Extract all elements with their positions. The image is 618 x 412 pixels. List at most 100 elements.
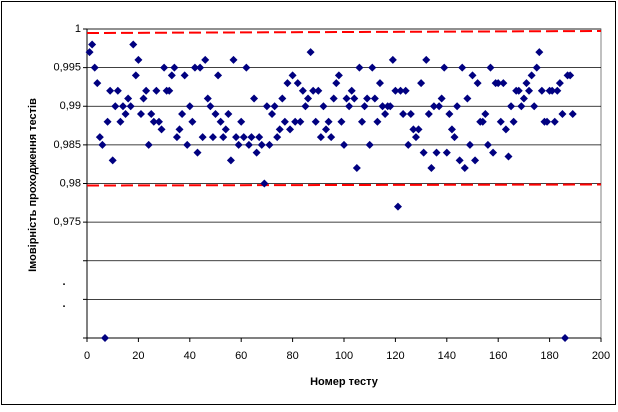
point (396, 86, 405, 95)
point (553, 86, 562, 95)
point (340, 140, 348, 149)
point (481, 109, 490, 118)
point (260, 179, 269, 188)
point (388, 55, 397, 64)
point (460, 164, 469, 173)
point (422, 55, 431, 64)
point (471, 156, 480, 165)
point (113, 86, 122, 95)
point (88, 40, 97, 49)
point (250, 94, 259, 103)
point (494, 79, 503, 88)
point (252, 148, 261, 157)
point (108, 156, 117, 165)
point (350, 94, 359, 103)
point (298, 86, 307, 95)
point (414, 125, 423, 134)
point (219, 133, 228, 142)
point (566, 71, 575, 80)
point (98, 140, 107, 149)
point (286, 125, 295, 134)
point (435, 102, 444, 111)
point (550, 117, 559, 126)
point (304, 94, 313, 103)
point (175, 125, 184, 134)
point (378, 102, 387, 111)
point (278, 94, 287, 103)
point (342, 94, 351, 103)
point (183, 140, 192, 149)
point (368, 63, 377, 72)
point (198, 133, 207, 142)
point (229, 55, 238, 64)
point (118, 102, 127, 111)
point (363, 94, 372, 103)
point (517, 102, 526, 111)
y-tick-label: 0,99 (60, 100, 81, 112)
point (345, 102, 354, 111)
point (458, 63, 467, 72)
point (332, 79, 341, 88)
point (85, 48, 94, 57)
x-tick-label: 0 (84, 350, 90, 362)
point (152, 86, 161, 95)
point (327, 133, 336, 142)
point (393, 202, 402, 211)
point (483, 140, 492, 149)
point (373, 117, 382, 126)
x-tick-label: 40 (184, 350, 196, 362)
point (239, 133, 248, 142)
point (440, 63, 449, 72)
point (522, 79, 531, 88)
point (455, 156, 464, 165)
point (501, 125, 510, 134)
y-tick-label: 0,985 (53, 139, 81, 151)
point (268, 109, 277, 118)
point (329, 94, 338, 103)
point (232, 133, 241, 142)
reference-line (86, 183, 602, 187)
point (537, 86, 546, 95)
point (291, 117, 300, 126)
point (157, 125, 166, 134)
point (237, 117, 246, 126)
point (322, 125, 331, 134)
point (275, 125, 284, 134)
point (525, 86, 534, 95)
x-tick-label: 100 (335, 350, 353, 362)
point (314, 86, 323, 95)
point (257, 140, 266, 149)
point (234, 140, 243, 149)
annotation: . (62, 276, 65, 288)
point (167, 71, 176, 80)
point (404, 140, 413, 149)
point (401, 86, 410, 95)
point (360, 102, 369, 111)
point (543, 117, 552, 126)
point (270, 102, 279, 111)
point (160, 63, 169, 72)
point (445, 109, 454, 118)
point (129, 40, 138, 49)
point (280, 117, 289, 126)
point (316, 133, 325, 142)
point (558, 109, 567, 118)
reference-line (86, 30, 602, 35)
point (489, 148, 498, 157)
point (273, 133, 282, 142)
point (561, 334, 570, 342)
point (106, 86, 115, 95)
point (453, 102, 462, 111)
point (568, 109, 577, 118)
point (468, 71, 477, 80)
point (201, 55, 210, 64)
point (424, 109, 433, 118)
point (165, 86, 174, 95)
point (519, 94, 528, 103)
point (206, 102, 215, 111)
point (93, 79, 102, 88)
x-tick-label: 20 (132, 350, 144, 362)
point (486, 63, 495, 72)
point (121, 109, 130, 118)
